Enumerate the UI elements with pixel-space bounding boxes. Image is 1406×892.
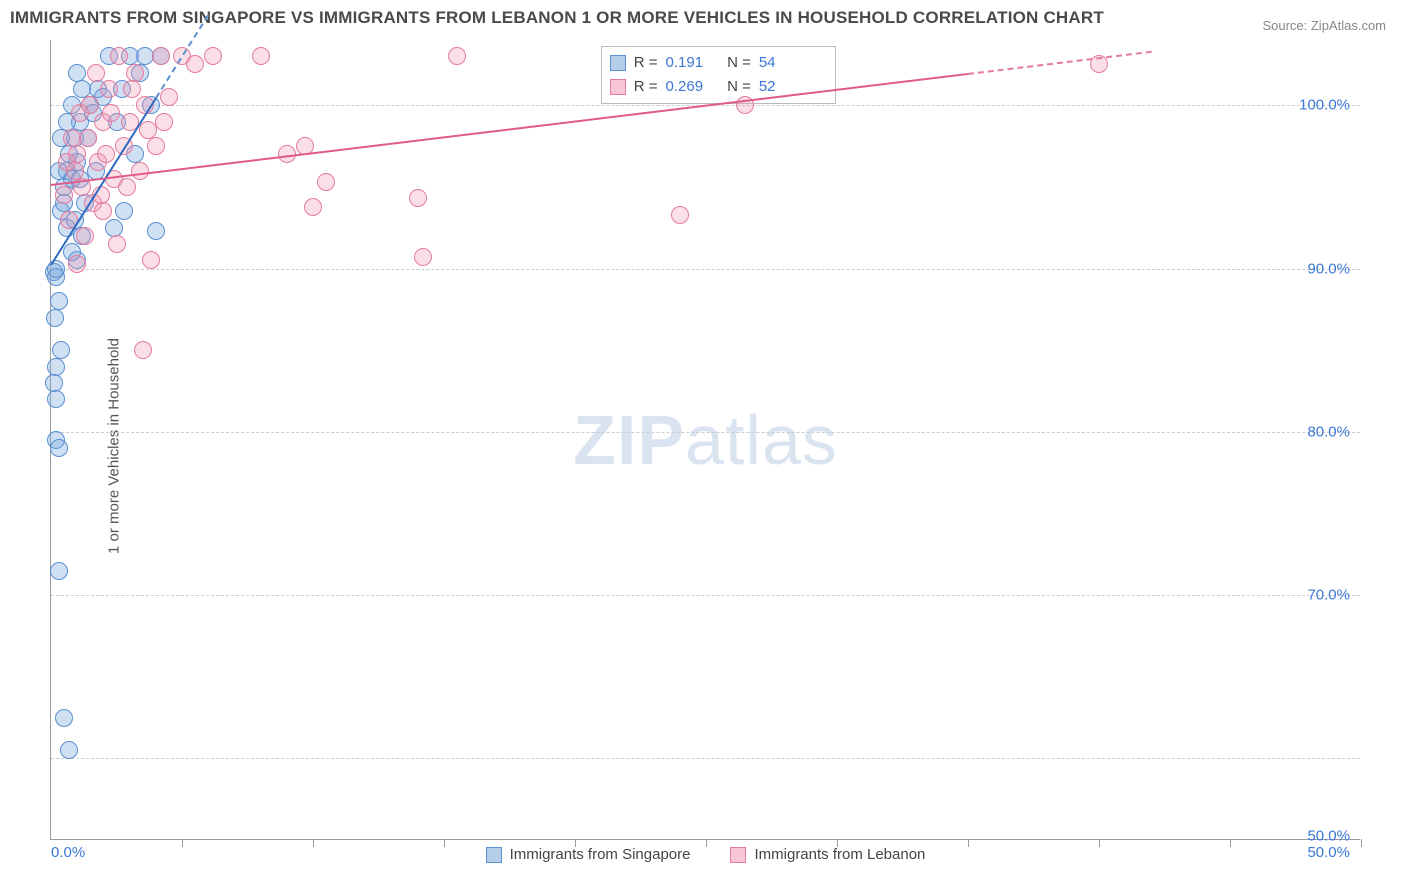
data-point	[115, 202, 133, 220]
data-point	[47, 390, 65, 408]
data-point	[100, 80, 118, 98]
watermark-rest: atlas	[685, 401, 838, 479]
data-point	[252, 47, 270, 65]
data-point	[204, 47, 222, 65]
data-point	[671, 206, 689, 224]
data-point	[71, 104, 89, 122]
plot-area: ZIPatlas R =0.191N =54R =0.269N =52 Immi…	[50, 40, 1360, 840]
data-point	[448, 47, 466, 65]
data-point	[87, 64, 105, 82]
stats-r-value: 0.191	[666, 51, 704, 75]
data-point	[60, 741, 78, 759]
y-tick-label: 80.0%	[1307, 423, 1350, 440]
y-tick-label: 100.0%	[1299, 97, 1350, 114]
data-point	[97, 145, 115, 163]
source-label: Source: ZipAtlas.com	[1262, 18, 1386, 33]
x-tick	[182, 839, 183, 847]
x-tick	[706, 839, 707, 847]
x-tick	[444, 839, 445, 847]
data-point	[50, 292, 68, 310]
legend-item: Immigrants from Singapore	[486, 846, 691, 863]
data-point	[147, 137, 165, 155]
stats-box: R = 0.191 N = 54 R = 0.269 N = 52	[601, 46, 836, 104]
data-point	[131, 162, 149, 180]
y-tick-label: 90.0%	[1307, 260, 1350, 277]
data-point	[147, 222, 165, 240]
stats-r-value: 0.269	[666, 75, 704, 99]
stats-n-value: 54	[759, 51, 776, 75]
data-point	[160, 88, 178, 106]
chart-container: IMMIGRANTS FROM SINGAPORE VS IMMIGRANTS …	[0, 0, 1406, 892]
data-point	[46, 309, 64, 327]
data-point	[414, 248, 432, 266]
legend-label: Immigrants from Singapore	[510, 846, 691, 863]
legend-swatch	[486, 847, 502, 863]
legend-swatch	[610, 79, 626, 95]
x-tick	[968, 839, 969, 847]
data-point	[108, 235, 126, 253]
data-point	[79, 129, 97, 147]
stats-n-value: 52	[759, 75, 776, 99]
data-point	[55, 709, 73, 727]
data-point	[152, 47, 170, 65]
stats-n-label: N =	[727, 51, 751, 75]
data-point	[304, 198, 322, 216]
stats-r-label: R =	[634, 75, 658, 99]
x-tick	[1361, 839, 1362, 847]
x-tick-label-0: 0.0%	[51, 844, 85, 861]
x-tick	[837, 839, 838, 847]
data-point	[142, 251, 160, 269]
data-point	[105, 219, 123, 237]
x-tick	[313, 839, 314, 847]
data-point	[68, 255, 86, 273]
trend-line	[51, 73, 968, 186]
stats-n-label: N =	[727, 75, 751, 99]
x-tick	[1099, 839, 1100, 847]
chart-title: IMMIGRANTS FROM SINGAPORE VS IMMIGRANTS …	[10, 8, 1104, 28]
legend-item: Immigrants from Lebanon	[730, 846, 925, 863]
data-point	[155, 113, 173, 131]
data-point	[110, 47, 128, 65]
data-point	[317, 173, 335, 191]
bottom-legend: Immigrants from Singapore Immigrants from…	[51, 846, 1360, 863]
data-point	[118, 178, 136, 196]
data-point	[186, 55, 204, 73]
x-tick	[1230, 839, 1231, 847]
data-point	[68, 64, 86, 82]
data-point	[45, 374, 63, 392]
legend-swatch	[730, 847, 746, 863]
data-point	[47, 358, 65, 376]
data-point	[50, 562, 68, 580]
watermark-bold: ZIP	[573, 401, 685, 479]
data-point	[126, 64, 144, 82]
data-point	[63, 129, 81, 147]
stats-row: R = 0.191 N = 54	[610, 51, 827, 75]
data-point	[102, 104, 120, 122]
y-tick-label: 50.0%	[1307, 828, 1350, 845]
data-point	[52, 341, 70, 359]
data-point	[123, 80, 141, 98]
data-point	[50, 439, 68, 457]
data-point	[409, 189, 427, 207]
x-tick-label-50: 50.0%	[1307, 844, 1350, 861]
stats-r-label: R =	[634, 51, 658, 75]
data-point	[76, 227, 94, 245]
trend-line-extension	[968, 50, 1152, 74]
data-point	[94, 202, 112, 220]
legend-label: Immigrants from Lebanon	[754, 846, 925, 863]
data-point	[55, 186, 73, 204]
legend-swatch	[610, 55, 626, 71]
data-point	[73, 80, 91, 98]
data-point	[58, 153, 76, 171]
data-point	[134, 341, 152, 359]
x-tick	[575, 839, 576, 847]
y-tick-label: 70.0%	[1307, 587, 1350, 604]
